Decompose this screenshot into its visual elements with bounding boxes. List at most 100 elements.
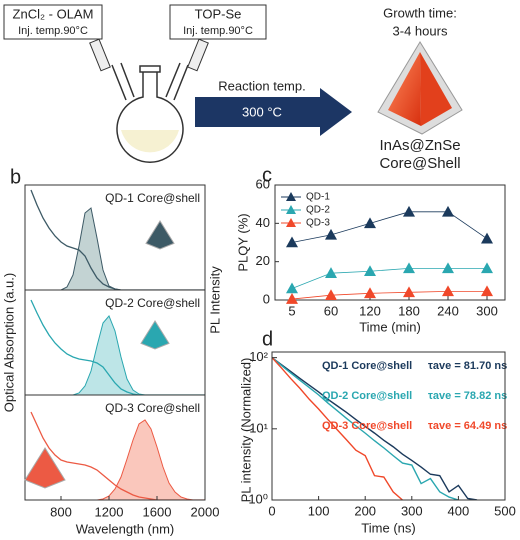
structure: Core@Shell	[379, 155, 460, 172]
temperature: 300 °C	[242, 104, 282, 119]
y-tick-label: 10²	[249, 349, 268, 364]
reaction-arrow	[195, 88, 352, 136]
data-point	[442, 205, 454, 217]
x-tick-label: 2000	[191, 504, 220, 519]
x-axis-title: Time (ns)	[361, 520, 415, 535]
pyramid-icon	[377, 41, 463, 135]
precursor-injection: Inj. temp.90°C	[18, 25, 88, 37]
precursor-name: ZnCl₂ - OLAM	[13, 6, 94, 21]
decay-line	[272, 357, 478, 500]
lifetime-label: τave = 81.70 ns	[428, 360, 507, 372]
series-line	[291, 290, 487, 300]
series-label: QD-2 Core@shell	[322, 390, 412, 402]
x-tick-label: 240	[437, 303, 459, 318]
data-point	[403, 205, 415, 217]
pyramid-icon	[24, 447, 66, 489]
data-point	[481, 232, 493, 244]
legend-label: QD-3	[306, 218, 330, 229]
data-point	[286, 282, 298, 294]
legend-label: QD-2	[306, 205, 330, 216]
series-line	[291, 267, 487, 289]
x-axis-title: Time (min)	[359, 319, 421, 334]
growth-time: Growth time:	[383, 5, 457, 20]
panel-label: c	[262, 164, 272, 186]
growth-duration: 3-4 hours	[393, 23, 448, 38]
y-axis-title: PLQY (%)	[235, 213, 250, 271]
precursor-box	[169, 4, 267, 40]
data-point	[481, 285, 493, 297]
data-point	[364, 287, 376, 299]
emission-line	[25, 315, 205, 395]
y-axis-title: Optical Absorption (a.u.)	[1, 273, 16, 412]
x-tick-label: 60	[324, 303, 338, 318]
spectrum-panel	[25, 411, 205, 500]
plot-frame	[271, 351, 506, 501]
panel-label: b	[10, 166, 21, 188]
panel-label: QD-3 Core@shell	[105, 401, 200, 415]
x-tick-label: 300	[476, 303, 498, 318]
panel-label: QD-2 Core@shell	[105, 296, 200, 310]
x-axis-title: Wavelength (nm)	[76, 521, 175, 536]
pyramid-icon	[140, 320, 170, 350]
y-tick-label: 60	[256, 176, 270, 191]
y-axis-title: PL intensity (Normalized)	[238, 358, 253, 503]
syringe	[89, 38, 209, 72]
y2-axis-title: PL Intensity	[207, 266, 222, 334]
series-label: QD-1 Core@shell	[322, 360, 412, 372]
emission-line	[25, 419, 205, 500]
data-point	[442, 285, 454, 297]
absorption-line	[30, 299, 205, 395]
arrow-label: Reaction temp.	[218, 78, 305, 93]
x-tick-label: 200	[354, 503, 376, 518]
spectrum-panel	[25, 299, 205, 395]
x-tick-label: 1600	[143, 504, 172, 519]
lifetime-label: τave = 78.82 ns	[428, 390, 507, 402]
y-tick-label: 40	[256, 215, 270, 230]
flask	[111, 62, 189, 163]
x-tick-label: 100	[308, 503, 330, 518]
x-tick-label: 5	[288, 303, 295, 318]
data-point	[403, 286, 415, 298]
x-tick-label: 500	[494, 503, 516, 518]
pyramid-icon	[145, 220, 175, 250]
x-tick-label: 180	[398, 303, 420, 318]
y-tick-label: 10¹	[249, 420, 268, 435]
emission-line	[25, 207, 205, 290]
emission-area	[25, 420, 205, 500]
data-point	[325, 267, 337, 278]
x-tick-label: 300	[401, 503, 423, 518]
series-line	[291, 211, 488, 243]
data-point	[286, 293, 298, 304]
precursor-injection: Inj. temp.90°C	[183, 25, 253, 37]
panel-frame	[24, 394, 206, 501]
panel-label: QD-1 Core@shell	[105, 191, 200, 205]
data-point	[286, 236, 298, 248]
y-tick-label: 0	[263, 291, 270, 306]
legend-marker	[286, 205, 296, 214]
data-point	[403, 262, 415, 274]
x-tick-label: 120	[359, 303, 381, 318]
data-point	[481, 262, 493, 274]
precursor-box	[3, 4, 103, 40]
x-tick-label: 1200	[95, 504, 124, 519]
data-point	[325, 228, 337, 240]
product: InAs@ZnSe	[379, 137, 460, 154]
lifetime-label: τave = 64.49 ns	[428, 420, 507, 432]
data-point	[364, 217, 376, 229]
data-point	[364, 265, 376, 277]
data-point	[442, 262, 454, 274]
decay-line	[272, 357, 403, 500]
plot-frame	[274, 184, 506, 301]
data-point	[325, 289, 337, 301]
panel-label: d	[262, 328, 273, 350]
y-tick-label: 10⁰	[248, 491, 268, 506]
x-tick-label: 800	[50, 504, 72, 519]
absorption-line	[30, 411, 205, 500]
plot-area	[272, 357, 478, 500]
series-label: QD-3 Core@shell	[322, 420, 412, 432]
legend-marker	[286, 192, 296, 201]
precursor-name: TOP-Se	[195, 6, 242, 21]
y-tick-label: 20	[256, 253, 270, 268]
emission-area	[25, 208, 205, 290]
